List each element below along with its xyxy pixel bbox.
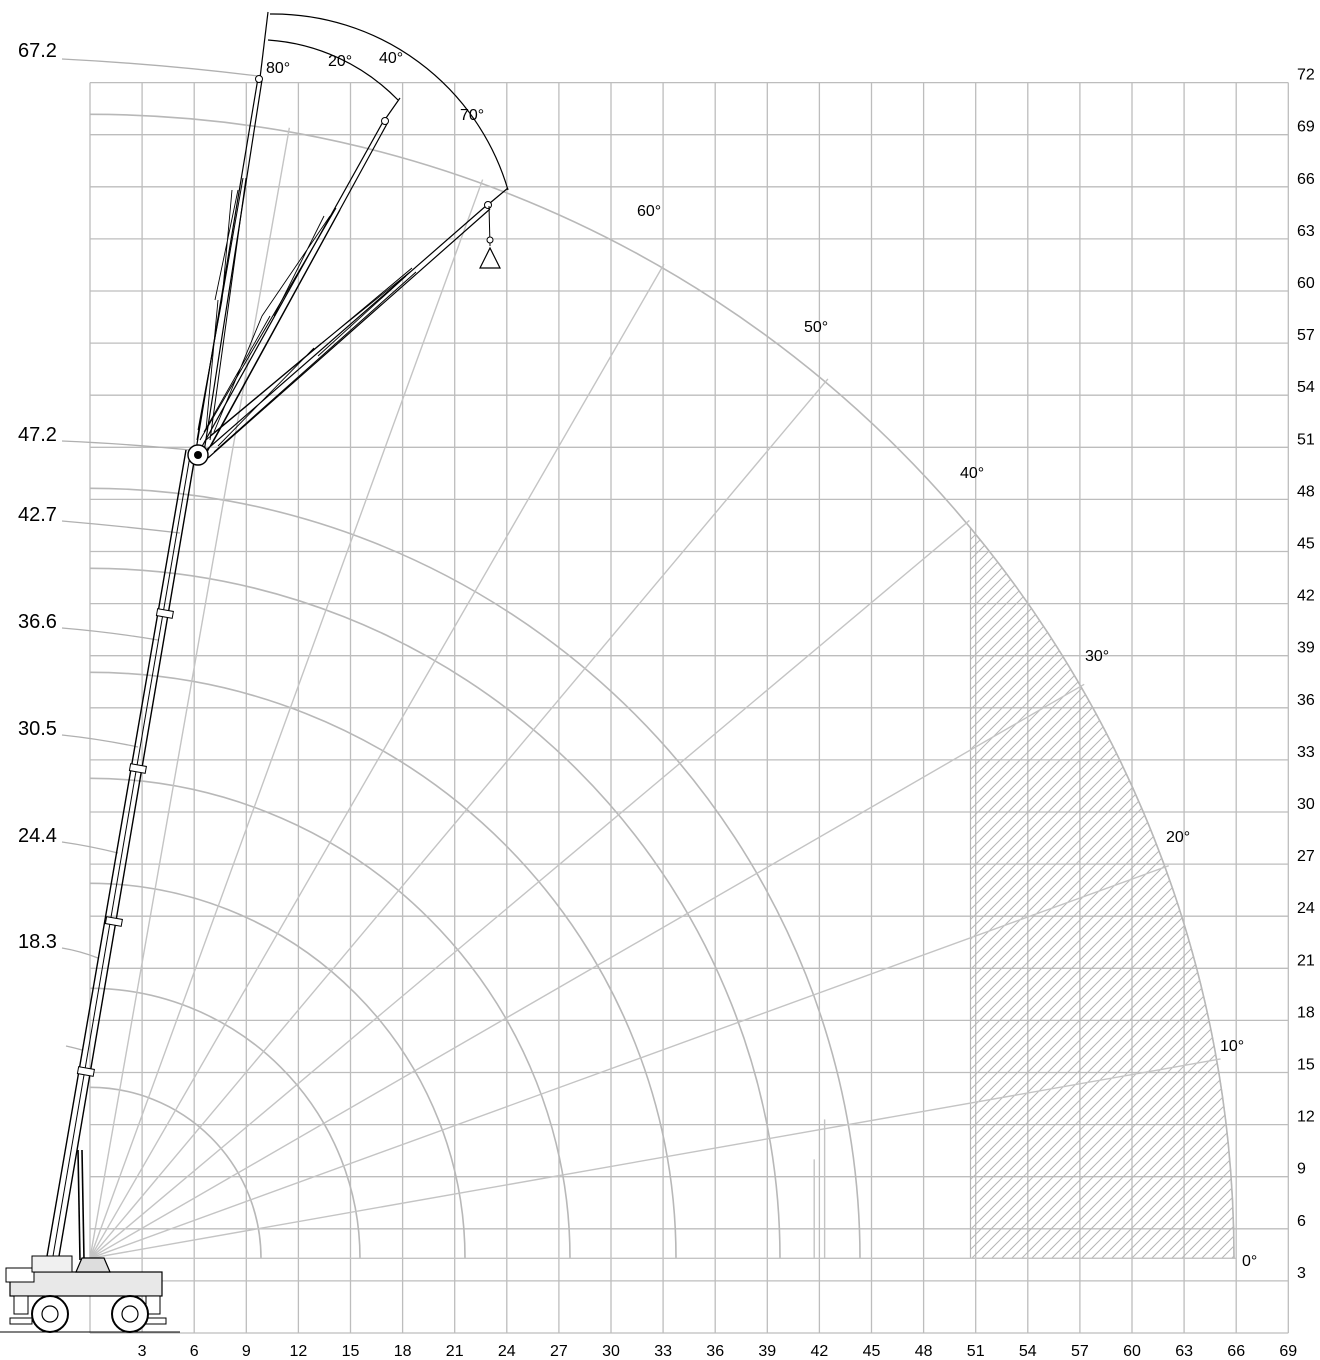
- y-axis-ticks: 3691215182124273033363942454851545760636…: [1297, 67, 1315, 1282]
- x-axis-ticks: 3 6 9 12 15 18 21 24 27 30 33 36 39 42 45 48 51 54 57 60 63 6…: [138, 1343, 1298, 1360]
- y-tick-label: 6: [1297, 1213, 1306, 1230]
- x-tick-label: 9: [242, 1343, 251, 1360]
- crane-carrier: [0, 1255, 180, 1333]
- y-tick-label: 15: [1297, 1057, 1315, 1074]
- angle-ray: [89, 127, 291, 1259]
- restricted-area: [969, 526, 1235, 1259]
- y-tick-label: 21: [1297, 952, 1315, 969]
- jib-offset-label: 20°: [328, 53, 352, 70]
- y-tick-label: 60: [1297, 275, 1315, 292]
- restricted-area-hatch: [969, 526, 1235, 1259]
- x-tick-label: 33: [654, 1343, 672, 1360]
- x-tick-label: 69: [1279, 1343, 1297, 1360]
- angle-ray: [89, 865, 1170, 1259]
- y-tick-label: 12: [1297, 1109, 1315, 1126]
- boom-length-arc: [89, 882, 466, 1259]
- y-tick-label: 30: [1297, 796, 1315, 813]
- y-tick-label: 42: [1297, 588, 1315, 605]
- x-tick-label: 42: [811, 1343, 829, 1360]
- angle-label: 10°: [1220, 1038, 1244, 1055]
- angle-ray: [89, 519, 970, 1259]
- y-tick-label: 72: [1297, 67, 1315, 84]
- y-tick-label: 39: [1297, 640, 1315, 657]
- x-tick-label: 12: [290, 1343, 308, 1360]
- angle-label: 40°: [960, 465, 984, 482]
- x-tick-label: 60: [1123, 1343, 1141, 1360]
- boom-length-label: 36.6: [18, 611, 57, 633]
- x-tick-label: 51: [967, 1343, 985, 1360]
- y-tick-label: 3: [1297, 1265, 1306, 1282]
- y-tick-label: 18: [1297, 1004, 1315, 1021]
- angle-ray: [89, 378, 829, 1259]
- jib-pivot: [187, 444, 209, 466]
- angle-label: 0°: [1242, 1253, 1257, 1270]
- x-tick-label: 54: [1019, 1343, 1037, 1360]
- boom-length-arc: [89, 567, 781, 1259]
- boom-length-labels: 67.2 47.2 42.7 36.6 30.5 24.4 18.3: [18, 40, 57, 953]
- boom-length-arc: [89, 487, 861, 1259]
- x-tick-label: 36: [706, 1343, 724, 1360]
- y-tick-label: 69: [1297, 119, 1315, 136]
- boom-length-label: 67.2: [18, 40, 57, 62]
- jib-offset-dimensions: 80° 20° 40°: [259, 11, 509, 204]
- jib-offset-label: 40°: [379, 50, 403, 67]
- luffing-jib-80: [195, 75, 263, 453]
- angle-label: 50°: [804, 319, 828, 336]
- y-tick-label: 24: [1297, 900, 1315, 917]
- boom-length-arc: [89, 1086, 262, 1259]
- y-tick-label: 48: [1297, 483, 1315, 500]
- x-tick-label: 15: [342, 1343, 360, 1360]
- boom-length-label: 18.3: [18, 931, 57, 953]
- x-tick-label: 30: [602, 1343, 620, 1360]
- angle-ray: [89, 1058, 1221, 1260]
- y-tick-label: 54: [1297, 379, 1315, 396]
- angle-ray: [89, 263, 665, 1259]
- boom-length-label: 30.5: [18, 718, 57, 740]
- y-tick-label: 45: [1297, 536, 1315, 553]
- jib-offset-label: 80°: [266, 60, 290, 77]
- boom-length-leaders: [61, 58, 259, 1051]
- angle-label: 60°: [637, 203, 661, 220]
- x-tick-label: 48: [915, 1343, 933, 1360]
- angle-ray: [89, 179, 484, 1259]
- telescopic-boom: [45, 449, 197, 1263]
- y-tick-label: 27: [1297, 848, 1315, 865]
- y-tick-label: 66: [1297, 171, 1315, 188]
- x-tick-label: 39: [758, 1343, 776, 1360]
- x-tick-label: 3: [138, 1343, 147, 1360]
- x-tick-label: 57: [1071, 1343, 1089, 1360]
- x-tick-label: 66: [1227, 1343, 1245, 1360]
- angle-label: 30°: [1085, 648, 1109, 665]
- luffing-jib-70: [199, 117, 389, 453]
- angle-label: 20°: [1166, 829, 1190, 846]
- luffing-jib-60: [203, 201, 501, 459]
- boom-length-label: 47.2: [18, 424, 57, 446]
- boom-length-label: 24.4: [18, 825, 57, 847]
- angle-ray: [89, 683, 1085, 1259]
- y-tick-label: 33: [1297, 744, 1315, 761]
- x-tick-label: 21: [446, 1343, 464, 1360]
- y-tick-label: 57: [1297, 327, 1315, 344]
- y-tick-label: 9: [1297, 1161, 1306, 1178]
- x-tick-label: 6: [190, 1343, 199, 1360]
- x-tick-label: 63: [1175, 1343, 1193, 1360]
- x-tick-label: 45: [863, 1343, 881, 1360]
- x-tick-label: 24: [498, 1343, 516, 1360]
- x-tick-label: 27: [550, 1343, 568, 1360]
- boom-length-label: 42.7: [18, 504, 57, 526]
- boom-length-arc: [89, 987, 361, 1259]
- boom-length-arc: [89, 671, 677, 1259]
- boom-length-arc: [89, 777, 571, 1259]
- y-tick-label: 51: [1297, 431, 1315, 448]
- y-tick-label: 36: [1297, 692, 1315, 709]
- x-tick-label: 18: [394, 1343, 412, 1360]
- y-tick-label: 63: [1297, 223, 1315, 240]
- angle-rays: [89, 127, 1236, 1260]
